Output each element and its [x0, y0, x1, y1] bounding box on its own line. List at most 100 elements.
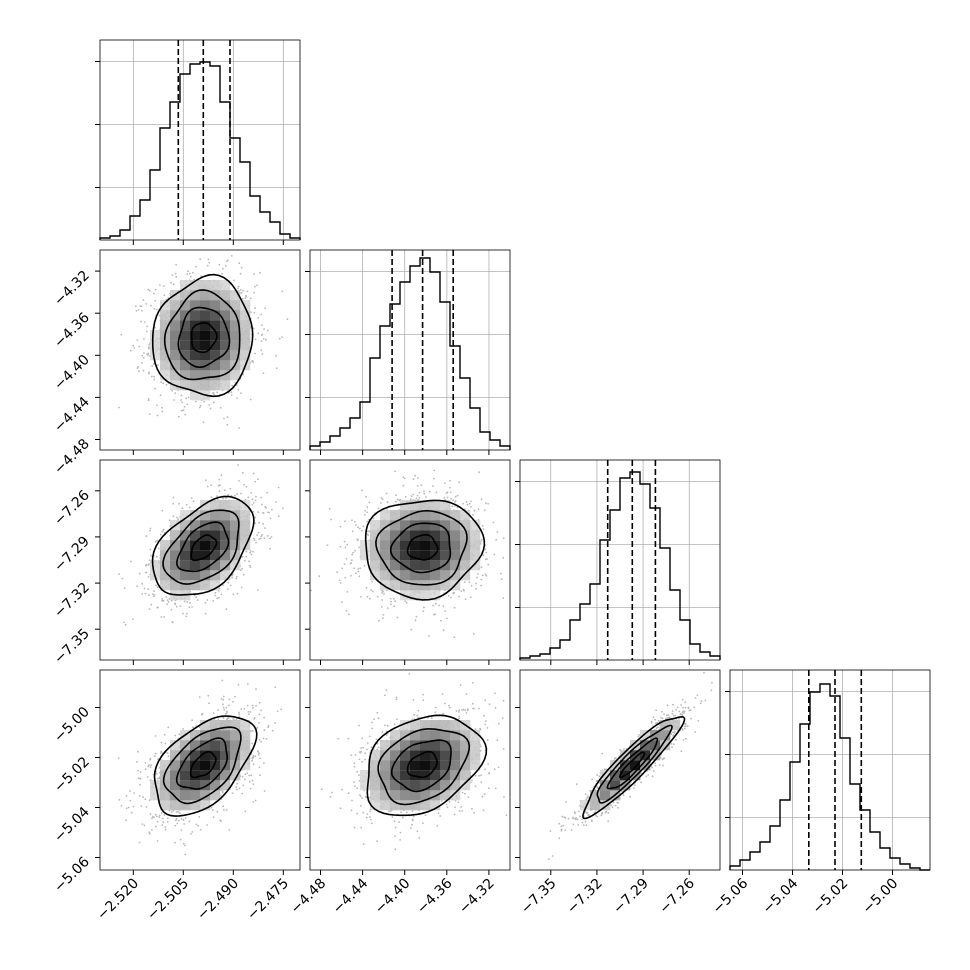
contour-line — [163, 289, 241, 381]
contour-line — [190, 322, 218, 354]
sample-point — [148, 346, 150, 349]
density-cell — [240, 330, 251, 341]
sample-point — [147, 347, 150, 350]
density-cell-bg — [420, 500, 431, 511]
density-cell-bg — [370, 530, 381, 541]
density-cell-bg — [430, 510, 441, 521]
density-cell-bg — [190, 290, 201, 301]
contour-line — [390, 522, 452, 574]
sample-point — [244, 297, 247, 300]
sample-point — [261, 353, 264, 355]
density-cell-bg — [220, 300, 231, 311]
sample-point — [208, 702, 210, 705]
sample-point — [366, 520, 368, 523]
sample-point — [237, 464, 240, 466]
density-cell — [160, 560, 171, 571]
sample-point — [244, 559, 246, 562]
density-cell — [450, 520, 461, 531]
density-cell — [220, 350, 231, 361]
density-cell — [200, 500, 211, 511]
sample-point — [415, 497, 418, 500]
density-cell — [200, 320, 211, 331]
sample-point — [208, 261, 211, 264]
sample-point — [188, 272, 191, 275]
sample-point — [231, 573, 234, 576]
sample-point — [166, 821, 169, 823]
sample-point — [219, 406, 222, 409]
density-cell — [450, 530, 461, 541]
sample-point — [153, 375, 156, 378]
sample-point — [366, 511, 369, 514]
sample-point — [244, 810, 247, 813]
density-cell — [190, 360, 201, 371]
sample-point — [176, 516, 178, 519]
sample-point — [157, 606, 159, 609]
sample-point — [355, 572, 357, 575]
sample-point — [252, 763, 255, 766]
density-cell — [220, 550, 231, 561]
density-cell-bg — [470, 540, 481, 551]
density-cell — [410, 590, 421, 601]
density-cell — [460, 530, 471, 541]
sample-point — [138, 572, 141, 575]
sample-point — [386, 501, 389, 504]
sample-point — [394, 470, 396, 473]
sample-point — [218, 263, 221, 266]
sample-point — [161, 509, 164, 512]
sample-point — [266, 535, 269, 537]
sample-point — [192, 271, 194, 274]
density-cell-bg — [190, 390, 201, 401]
sample-point — [136, 367, 139, 369]
density-cell-bg — [450, 570, 461, 581]
density-cell — [430, 580, 441, 591]
sample-point — [140, 805, 143, 807]
density-cell-bg — [360, 540, 371, 551]
density-cell-bg — [190, 280, 201, 291]
density-cell — [180, 310, 191, 321]
sample-point — [224, 264, 227, 267]
sample-point — [382, 617, 384, 619]
density-cell-bg — [410, 510, 421, 521]
sample-point — [221, 272, 223, 275]
density-cell-bg — [230, 520, 241, 531]
sample-point — [255, 542, 257, 544]
sample-point — [183, 406, 186, 408]
sample-point — [252, 550, 254, 553]
sample-point — [449, 491, 452, 494]
sample-point — [196, 599, 199, 601]
density-cell-bg — [380, 540, 391, 551]
density-cell — [230, 530, 241, 541]
density-cell-bg — [390, 510, 401, 521]
sample-point — [241, 471, 244, 474]
density-cell — [420, 500, 431, 511]
sample-point — [405, 602, 408, 604]
sample-point — [159, 533, 162, 536]
sample-point — [462, 502, 465, 505]
sample-point — [118, 406, 120, 409]
sample-point — [186, 612, 188, 615]
density-cell — [390, 580, 401, 591]
sample-point — [456, 494, 459, 497]
sample-point — [142, 299, 145, 301]
sample-point — [154, 541, 157, 543]
density-cell — [220, 510, 231, 521]
sample-point — [442, 605, 445, 608]
density-cell — [180, 550, 191, 561]
sample-point — [233, 494, 236, 497]
density-cell-bg — [180, 280, 191, 291]
sample-point — [253, 273, 256, 276]
density-cell — [150, 340, 161, 351]
sample-point — [173, 399, 176, 401]
density-cell-bg — [190, 370, 201, 381]
sample-point — [213, 393, 216, 396]
density-cell — [380, 540, 391, 551]
sample-point — [174, 602, 176, 605]
sample-point — [475, 582, 477, 585]
density-cell-bg — [150, 350, 161, 361]
density-cell — [430, 500, 441, 511]
sample-point — [252, 327, 255, 330]
sample-point — [416, 477, 419, 479]
sample-point — [345, 558, 348, 560]
density-cell — [170, 350, 181, 361]
density-cell — [410, 570, 421, 581]
